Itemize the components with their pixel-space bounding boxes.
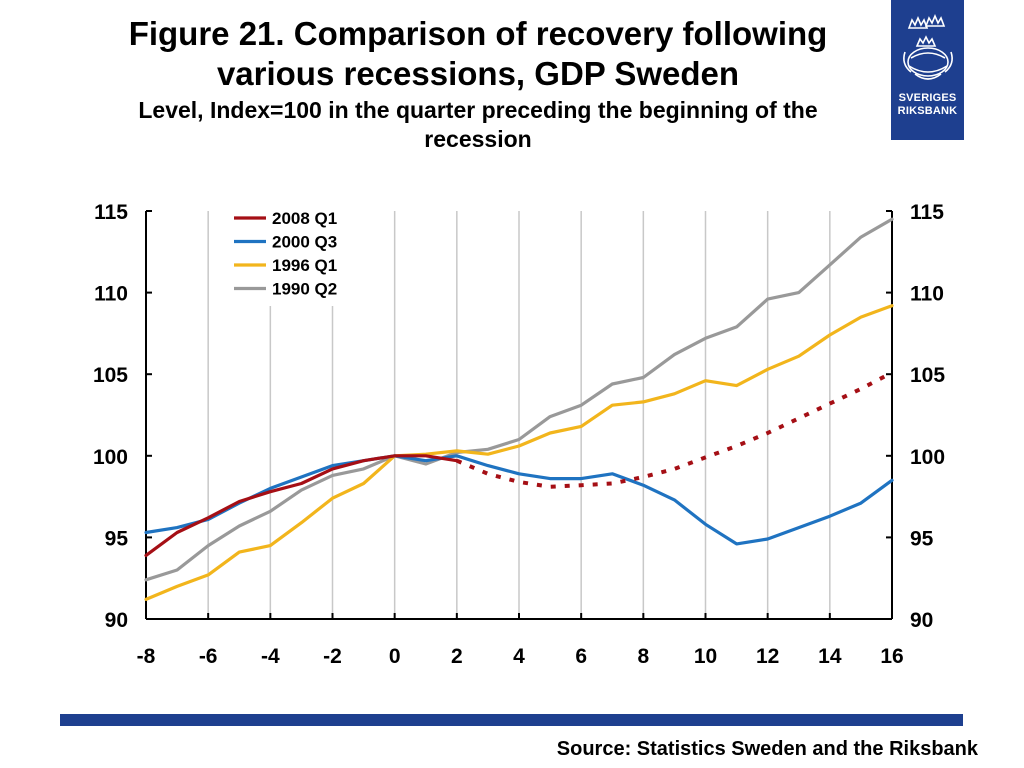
y-tick-label-right: 100	[910, 446, 945, 469]
y-tick-label-right: 95	[910, 527, 934, 550]
x-tick-label: 12	[756, 645, 779, 668]
y-tick-label-right: 105	[910, 364, 945, 387]
y-tick-label-left: 90	[105, 609, 128, 632]
logo-text-line2: RIKSBANK	[897, 105, 958, 117]
riksbank-logo: SVERIGES RIKSBANK	[891, 0, 964, 140]
series-line-1990-q2	[144, 217, 894, 582]
chart-subtitle: Level, Index=100 in the quarter precedin…	[40, 96, 916, 154]
x-tick-label: 8	[637, 645, 649, 668]
y-tick-label-right: 90	[910, 609, 933, 632]
y-tick-label-left: 105	[93, 364, 128, 387]
legend-label: 1996 Q1	[272, 256, 337, 275]
x-tick-label: 16	[880, 645, 903, 668]
chart-subtitle-line1: Level, Index=100 in the quarter precedin…	[138, 97, 818, 123]
series-line-2000-q3	[144, 454, 894, 546]
chart-title: Figure 21. Comparison of recovery follow…	[40, 14, 916, 94]
y-tick-label-left: 95	[105, 527, 129, 550]
series-line-2008-q1-forecast	[456, 370, 893, 489]
title-block: Figure 21. Comparison of recovery follow…	[40, 14, 916, 154]
legend-label: 1990 Q2	[272, 280, 337, 299]
logo-text-line1: SVERIGES	[898, 92, 957, 104]
y-tick-label-right: 110	[910, 283, 944, 306]
x-tick-label: 6	[575, 645, 587, 668]
chart-legend: 2008 Q1 2000 Q3 1996 Q1 1990 Q2	[218, 206, 370, 306]
chart-series	[144, 217, 894, 601]
chart-title-line1: Figure 21. Comparison of recovery follow…	[128, 15, 828, 52]
x-tick-label: -6	[199, 645, 218, 668]
legend-label: 2000 Q3	[272, 233, 337, 252]
series-line-2008-q1	[144, 454, 459, 557]
x-tick-label: 2	[451, 645, 463, 668]
x-tick-label: -2	[323, 645, 342, 668]
y-tick-label-left: 110	[94, 283, 128, 306]
x-tick-label: 4	[513, 645, 525, 668]
x-tick-label: 10	[694, 645, 717, 668]
legend-label: 2008 Q1	[272, 209, 337, 228]
y-tick-label-left: 115	[94, 201, 128, 224]
riksbank-crest-icon	[902, 13, 953, 80]
chart-subtitle-line2: recession	[424, 126, 532, 152]
x-tick-label: -8	[137, 645, 156, 668]
x-tick-label: 14	[818, 645, 842, 668]
chart-title-line2: various recessions, GDP Sweden	[216, 55, 740, 92]
bottom-brand-bar	[60, 714, 963, 726]
x-tick-label: -4	[261, 645, 280, 668]
source-note: Source: Statistics Sweden and the Riksba…	[556, 738, 978, 760]
x-tick-label: 0	[389, 645, 401, 668]
series-line-1996-q1	[144, 304, 894, 601]
y-tick-label-left: 100	[93, 446, 128, 469]
y-tick-label-right: 115	[910, 201, 944, 224]
